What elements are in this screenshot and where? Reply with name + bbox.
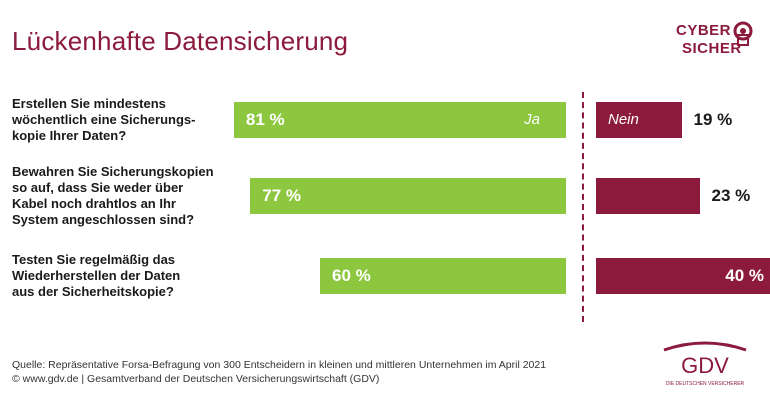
bar-nein-value-label: 40 %: [725, 266, 764, 285]
question-label: Testen Sie regelmäßig das Wiederherstelle…: [12, 252, 232, 300]
logo-line2: SICHER: [682, 40, 742, 57]
legend-ja-label: Ja: [524, 111, 540, 128]
question-label: Erstellen Sie mindestens wöchentlich eine…: [12, 96, 232, 144]
question-line: wöchentlich eine Sicherungs-: [12, 112, 196, 127]
source-line-1: Quelle: Repräsentative Forsa-Befragung v…: [12, 359, 547, 371]
divider-line: [582, 92, 584, 322]
cybersicher-logo: CYBER SICHER: [676, 20, 754, 60]
bar-nein: [596, 178, 700, 214]
gdv-logo-subtext: DIE DEUTSCHEN VERSICHERER: [666, 381, 745, 387]
question-line: kopie Ihrer Daten?: [12, 128, 127, 143]
logo-line1: CYBER: [676, 22, 732, 39]
lock-icon: [733, 21, 753, 46]
question-line: aus der Sicherheitskopie?: [12, 284, 174, 299]
legend-nein-label: Nein: [608, 111, 639, 128]
bar-nein-value-label: 19 %: [693, 110, 733, 129]
question-line: Testen Sie regelmäßig das: [12, 252, 176, 267]
question-line: Bewahren Sie Sicherungskopien: [12, 164, 214, 179]
bar-nein-value-label: 23 %: [711, 186, 751, 205]
chart-title: Lückenhafte Datensicherung: [12, 26, 349, 56]
bar-ja-value-label: 77 %: [262, 186, 302, 205]
bar-ja-value-label: 81 %: [245, 110, 285, 129]
question-line: Erstellen Sie mindestens: [12, 96, 166, 111]
source-note: Quelle: Repräsentative Forsa-Befragung v…: [12, 358, 546, 386]
source-line-2: © www.gdv.de | Gesamtverband der Deutsch…: [12, 373, 380, 385]
bar-nein: 40 %: [596, 258, 770, 294]
gdv-logo: GDV DIE DEUTSCHEN VERSICHERER: [650, 340, 760, 390]
bar-ja: 60 %: [320, 258, 566, 294]
bar-ja: 81 % Ja: [233, 102, 566, 138]
bar-nein: Nein: [596, 102, 682, 138]
gdv-logo-text: GDV: [681, 353, 729, 378]
question-line: System angeschlossen sind?: [12, 212, 195, 227]
bar-ja: 77 %: [250, 178, 566, 214]
bar-ja-value-label: 60 %: [332, 266, 371, 285]
question-line: so auf, dass Sie weder über: [12, 180, 184, 195]
question-line: Wiederherstellen der Daten: [12, 268, 181, 283]
question-line: Kabel noch drahtlos an Ihr: [12, 196, 176, 211]
question-label: Bewahren Sie Sicherungskopien so auf, das…: [12, 164, 232, 228]
